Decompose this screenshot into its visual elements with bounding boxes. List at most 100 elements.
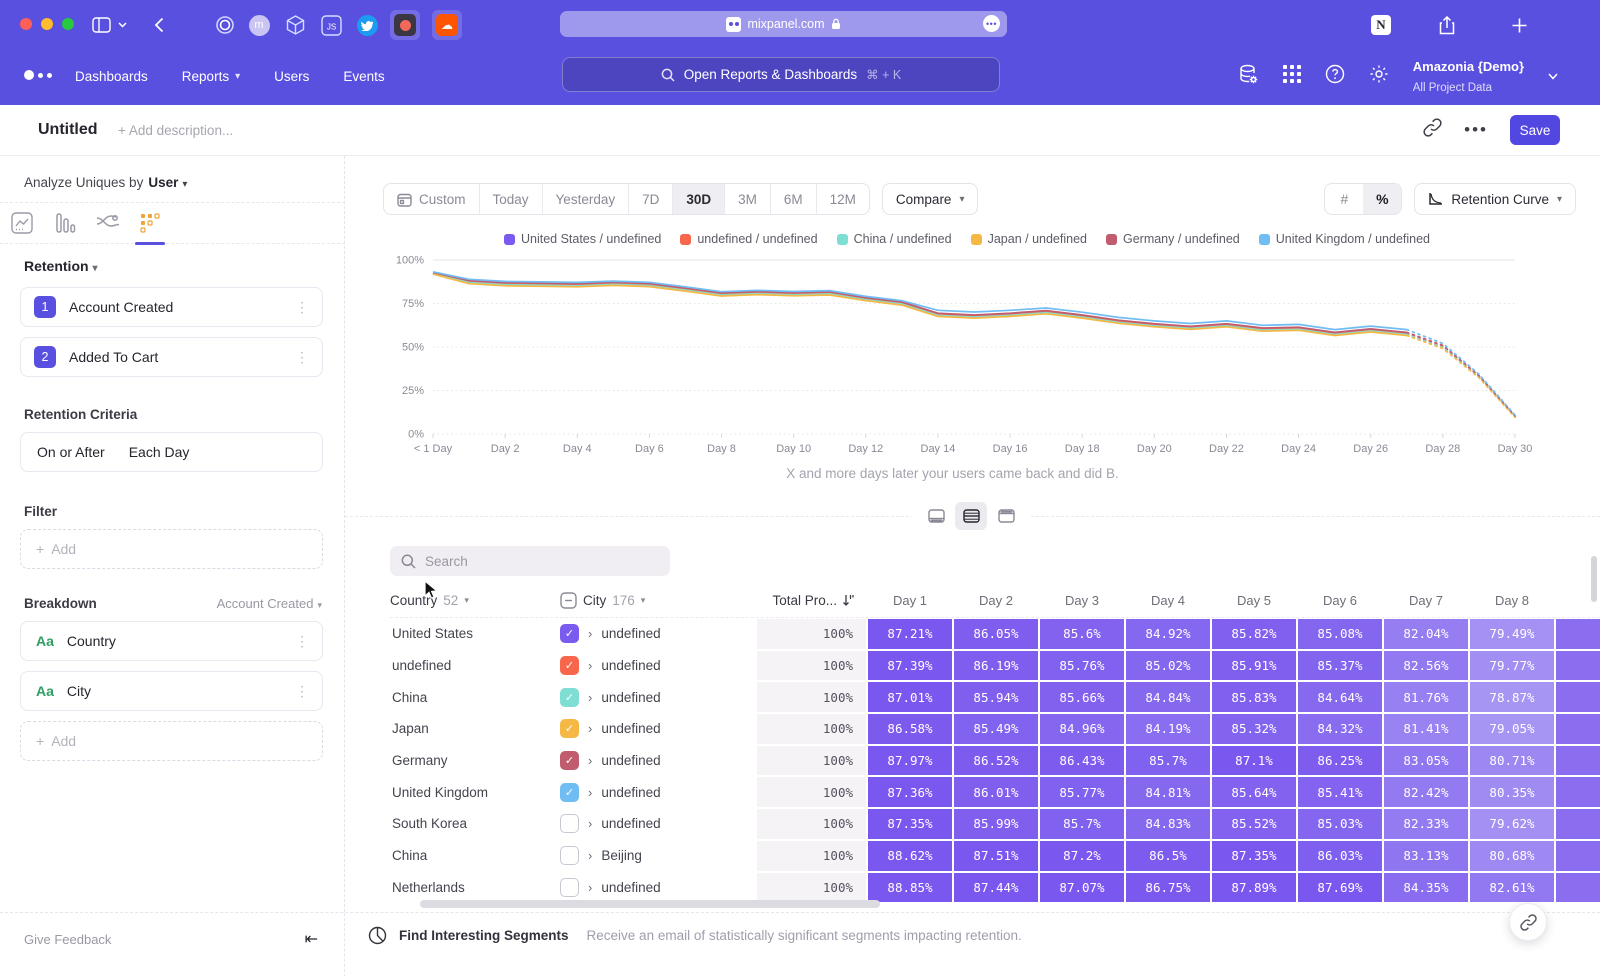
expand-row-icon[interactable]: › xyxy=(588,848,592,863)
record-extension-icon[interactable] xyxy=(390,10,420,40)
retention-day-cell[interactable]: 85.7% xyxy=(1126,746,1210,776)
day-column-header[interactable]: Day 5 xyxy=(1212,593,1296,608)
retention-day-cell[interactable]: 82.04% xyxy=(1384,619,1468,649)
retention-day-cell[interactable]: 87.36% xyxy=(868,777,952,807)
legend-item[interactable]: Japan / undefined xyxy=(971,232,1087,246)
retention-day-cell[interactable]: 83.05% xyxy=(1384,746,1468,776)
retention-day-cell[interactable]: 85.02% xyxy=(1126,651,1210,681)
retention-day-cell[interactable]: 85.66% xyxy=(1040,682,1124,712)
date-range-30d[interactable]: 30D xyxy=(673,184,725,214)
legend-item[interactable]: United Kingdom / undefined xyxy=(1259,232,1430,246)
retention-day-cell[interactable]: 87.35% xyxy=(1212,841,1296,871)
retention-day-cell[interactable]: 87.01% xyxy=(868,682,952,712)
day-column-header[interactable]: Day 4 xyxy=(1126,593,1210,608)
close-window-button[interactable] xyxy=(20,18,32,30)
horizontal-scrollbar[interactable] xyxy=(420,900,880,908)
tab-retention[interactable] xyxy=(129,203,172,243)
nav-item-dashboards[interactable]: Dashboards xyxy=(75,69,148,84)
retention-day-cell[interactable]: 79.77% xyxy=(1470,651,1554,681)
step-label[interactable]: Account Created xyxy=(69,299,173,315)
retention-day-cell[interactable]: 86.58% xyxy=(868,714,952,744)
retention-day-cell[interactable]: 85.37% xyxy=(1298,651,1382,681)
retention-day-cell[interactable]: 78.87% xyxy=(1470,682,1554,712)
copy-link-icon[interactable] xyxy=(1423,118,1442,142)
retention-day-cell[interactable]: 87.51% xyxy=(954,841,1038,871)
minimize-window-button[interactable] xyxy=(41,18,53,30)
page-options-icon[interactable]: ••• xyxy=(983,15,1000,32)
retention-day-cell[interactable]: 86.19% xyxy=(954,651,1038,681)
retention-day-cell[interactable]: 86.75% xyxy=(1126,873,1210,903)
retention-day-cell[interactable]: 85.7% xyxy=(1040,809,1124,839)
view-split-button[interactable] xyxy=(955,502,987,530)
total-column-header[interactable]: Total Pro... xyxy=(757,593,866,608)
country-cell[interactable]: Japan xyxy=(390,721,558,736)
retention-section-label[interactable]: Retention ▾ xyxy=(24,258,97,274)
retention-day-cell[interactable]: 86.03% xyxy=(1298,841,1382,871)
legend-item[interactable]: Germany / undefined xyxy=(1106,232,1240,246)
save-button[interactable]: Save xyxy=(1510,115,1560,145)
city-column-header[interactable]: City176▾ xyxy=(560,592,755,609)
breakdown-name[interactable]: Country xyxy=(67,633,116,649)
retention-day-cell[interactable]: 86.25% xyxy=(1298,746,1382,776)
retention-day-cell[interactable]: 86.52% xyxy=(954,746,1038,776)
retention-day-cell[interactable]: 82.42% xyxy=(1384,777,1468,807)
retention-day-cell[interactable]: 88.62% xyxy=(868,841,952,871)
avatar-extension-icon[interactable]: m xyxy=(246,12,272,38)
date-range-3m[interactable]: 3M xyxy=(725,184,771,214)
retention-day-cell[interactable]: 86.05% xyxy=(954,619,1038,649)
js-extension-icon[interactable]: JS xyxy=(318,12,344,38)
nav-item-users[interactable]: Users xyxy=(274,69,309,84)
retention-day-cell[interactable]: 81.76% xyxy=(1384,682,1468,712)
retention-day-cell[interactable]: 85.91% xyxy=(1212,651,1296,681)
retention-day-cell[interactable]: 87.21% xyxy=(868,619,952,649)
share-icon[interactable] xyxy=(1434,12,1460,38)
day-column-header[interactable]: Day 7 xyxy=(1384,593,1468,608)
row-checkbox-checked[interactable]: ✓ xyxy=(560,751,579,770)
traffic-lights[interactable] xyxy=(20,18,74,30)
retention-day-cell[interactable]: 87.39% xyxy=(868,651,952,681)
retention-day-cell[interactable]: 87.07% xyxy=(1040,873,1124,903)
step-card-account-created[interactable]: 1 Account Created ⋮ xyxy=(20,287,323,327)
indeterminate-checkbox-icon[interactable] xyxy=(560,592,577,609)
retention-day-cell[interactable]: 85.99% xyxy=(954,809,1038,839)
legend-item[interactable]: undefined / undefined xyxy=(680,232,817,246)
criteria-card[interactable]: On or After Each Day xyxy=(20,432,323,472)
row-checkbox-unchecked[interactable] xyxy=(560,878,579,897)
retention-day-cell[interactable]: 87.44% xyxy=(954,873,1038,903)
retention-day-cell[interactable]: 85.03% xyxy=(1298,809,1382,839)
date-range-today[interactable]: Today xyxy=(480,184,543,214)
help-icon[interactable] xyxy=(1325,64,1345,89)
view-chart-only-button[interactable] xyxy=(920,502,952,530)
kebab-menu-icon[interactable]: ⋮ xyxy=(295,633,309,650)
retention-day-cell[interactable]: 84.19% xyxy=(1126,714,1210,744)
country-cell[interactable]: Netherlands xyxy=(390,880,558,895)
retention-day-cell[interactable]: 85.41% xyxy=(1298,777,1382,807)
row-checkbox-unchecked[interactable] xyxy=(560,846,579,865)
expand-row-icon[interactable]: › xyxy=(588,816,592,831)
retention-day-cell[interactable]: 86.5% xyxy=(1126,841,1210,871)
retention-day-cell[interactable]: 85.49% xyxy=(954,714,1038,744)
row-checkbox-checked[interactable]: ✓ xyxy=(560,624,579,643)
expand-row-icon[interactable]: › xyxy=(588,626,592,641)
expand-row-icon[interactable]: › xyxy=(588,753,592,768)
kebab-menu-icon[interactable]: ⋮ xyxy=(295,349,309,366)
retention-day-cell[interactable]: 84.32% xyxy=(1298,714,1382,744)
retention-day-cell[interactable]: 86.43% xyxy=(1040,746,1124,776)
breakdown-card-country[interactable]: Aa Country ⋮ xyxy=(20,621,323,661)
retention-day-cell[interactable]: 79.05% xyxy=(1470,714,1554,744)
open-reports-search[interactable]: Open Reports & Dashboards ⌘ + K xyxy=(562,57,1000,92)
back-icon[interactable] xyxy=(146,12,172,38)
expand-row-icon[interactable]: › xyxy=(588,785,592,800)
day-column-header[interactable]: Day 3 xyxy=(1040,593,1124,608)
unit-count-option[interactable]: # xyxy=(1325,184,1363,214)
country-cell[interactable]: Germany xyxy=(390,753,558,768)
row-checkbox-checked[interactable]: ✓ xyxy=(560,656,579,675)
legend-item[interactable]: United States / undefined xyxy=(504,232,661,246)
retention-day-cell[interactable]: 87.89% xyxy=(1212,873,1296,903)
sidebar-chevron-icon[interactable] xyxy=(114,12,130,38)
analyze-uniques-row[interactable]: Analyze Uniques byUser▾ xyxy=(24,175,187,190)
day-column-header[interactable]: Day 8 xyxy=(1470,593,1554,608)
table-search-input[interactable] xyxy=(425,554,645,569)
retention-day-cell[interactable]: 85.6% xyxy=(1040,619,1124,649)
retention-day-cell[interactable]: 87.35% xyxy=(868,809,952,839)
